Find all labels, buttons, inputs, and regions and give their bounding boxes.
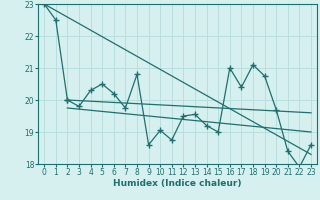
X-axis label: Humidex (Indice chaleur): Humidex (Indice chaleur) xyxy=(113,179,242,188)
